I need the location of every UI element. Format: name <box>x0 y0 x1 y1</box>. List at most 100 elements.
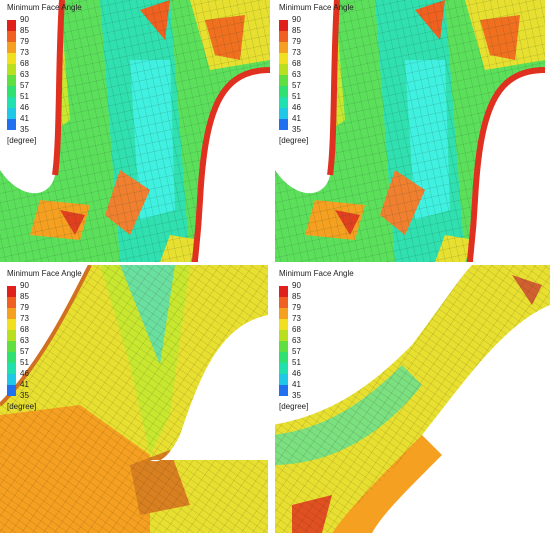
legend-swatch <box>7 31 16 42</box>
legend-swatch <box>7 75 16 86</box>
legend-tick-label: 68 <box>20 325 29 334</box>
legend-tick-label: 35 <box>292 391 301 400</box>
legend-swatch <box>279 42 288 53</box>
legend-tick-label: 35 <box>292 125 301 134</box>
legend-swatch <box>279 108 288 119</box>
legend-swatch <box>279 319 288 330</box>
legend-tick-label: 90 <box>20 15 29 24</box>
legend-swatch <box>279 352 288 363</box>
legend-unit: [degree] <box>279 402 308 411</box>
legend-tick-label: 73 <box>20 48 29 57</box>
legend: Minimum Face Angle 90 85 79 73 68 63 57 51 46 41 35… <box>7 3 82 145</box>
legend-swatch <box>279 119 288 130</box>
mesh-view <box>0 0 271 263</box>
legend-swatch <box>279 75 288 86</box>
legend-tick-label: 68 <box>20 59 29 68</box>
legend-tick-label: 41 <box>292 114 301 123</box>
legend-swatch <box>7 297 16 308</box>
legend-swatch <box>279 286 288 297</box>
legend-tick-label: 46 <box>20 369 29 378</box>
legend-tick-label: 79 <box>20 37 29 46</box>
legend-tick-label: 85 <box>20 292 29 301</box>
legend-tick-label: 46 <box>20 103 29 112</box>
legend-swatch <box>7 119 16 130</box>
legend-swatch <box>279 330 288 341</box>
legend-swatch <box>7 319 16 330</box>
legend: Minimum Face Angle 90 85 79 73 68 63 57 51 46 41 35… <box>279 3 354 145</box>
legend: Minimum Face Angle 90 85 79 73 68 63 57 51 46 41 35… <box>7 269 82 411</box>
legend-swatch <box>7 42 16 53</box>
legend-tick-label: 63 <box>292 70 301 79</box>
legend-tick-label: 51 <box>292 358 301 367</box>
mesh-view <box>0 265 268 533</box>
legend-tick-label: 79 <box>292 37 301 46</box>
legend-tick-label: 51 <box>292 92 301 101</box>
legend-tick-label: 90 <box>292 281 301 290</box>
legend-tick-label: 73 <box>292 48 301 57</box>
legend-title: Minimum Face Angle <box>7 3 82 12</box>
legend-unit: [degree] <box>7 136 36 145</box>
legend-tick-label: 68 <box>292 59 301 68</box>
legend-tick-label: 79 <box>20 303 29 312</box>
legend-swatch <box>279 53 288 64</box>
legend-title: Minimum Face Angle <box>279 3 354 12</box>
legend-unit: [degree] <box>279 136 308 145</box>
legend-swatch <box>279 385 288 396</box>
legend-tick-label: 57 <box>292 347 301 356</box>
legend-swatch <box>279 341 288 352</box>
legend-tick-label: 85 <box>292 292 301 301</box>
legend-swatch <box>279 297 288 308</box>
legend-title: Minimum Face Angle <box>7 269 82 278</box>
legend-swatch <box>7 97 16 108</box>
legend-tick-label: 35 <box>20 391 29 400</box>
legend-swatch <box>7 330 16 341</box>
legend-swatch <box>7 385 16 396</box>
mesh-view <box>272 265 550 533</box>
legend-swatch <box>279 20 288 31</box>
legend-tick-label: 63 <box>20 336 29 345</box>
legend-swatch <box>279 308 288 319</box>
legend-tick-label: 85 <box>292 26 301 35</box>
legend-swatch <box>7 64 16 75</box>
legend-tick-label: 41 <box>292 380 301 389</box>
legend-tick-label: 57 <box>292 81 301 90</box>
legend-swatch <box>279 97 288 108</box>
legend-swatch <box>279 31 288 42</box>
legend-tick-label: 51 <box>20 358 29 367</box>
legend-tick-label: 46 <box>292 369 301 378</box>
legend-tick-label: 85 <box>20 26 29 35</box>
legend-tick-label: 35 <box>20 125 29 134</box>
legend-tick-label: 57 <box>20 347 29 356</box>
legend-tick-label: 41 <box>20 380 29 389</box>
legend-swatch <box>7 286 16 297</box>
legend-swatch <box>7 363 16 374</box>
legend-tick-label: 63 <box>292 336 301 345</box>
legend-unit: [degree] <box>7 402 36 411</box>
legend-tick-label: 73 <box>292 314 301 323</box>
legend-tick-label: 90 <box>20 281 29 290</box>
legend-tick-label: 68 <box>292 325 301 334</box>
legend-swatch <box>7 352 16 363</box>
legend-swatch <box>7 53 16 64</box>
legend-swatch <box>7 20 16 31</box>
legend-swatch <box>279 363 288 374</box>
legend-swatch <box>7 308 16 319</box>
legend-swatch <box>279 374 288 385</box>
legend: Minimum Face Angle 90 85 79 73 68 63 57 51 46 41 35… <box>279 269 354 411</box>
legend-tick-label: 57 <box>20 81 29 90</box>
legend-tick-label: 73 <box>20 314 29 323</box>
legend-title: Minimum Face Angle <box>279 269 354 278</box>
legend-tick-label: 90 <box>292 15 301 24</box>
legend-tick-label: 79 <box>292 303 301 312</box>
legend-swatch <box>7 86 16 97</box>
legend-tick-label: 51 <box>20 92 29 101</box>
legend-swatch <box>7 374 16 385</box>
legend-swatch <box>279 86 288 97</box>
legend-swatch <box>279 64 288 75</box>
legend-swatch <box>7 341 16 352</box>
legend-tick-label: 46 <box>292 103 301 112</box>
mesh-view <box>275 0 545 262</box>
legend-tick-label: 41 <box>20 114 29 123</box>
legend-tick-label: 63 <box>20 70 29 79</box>
